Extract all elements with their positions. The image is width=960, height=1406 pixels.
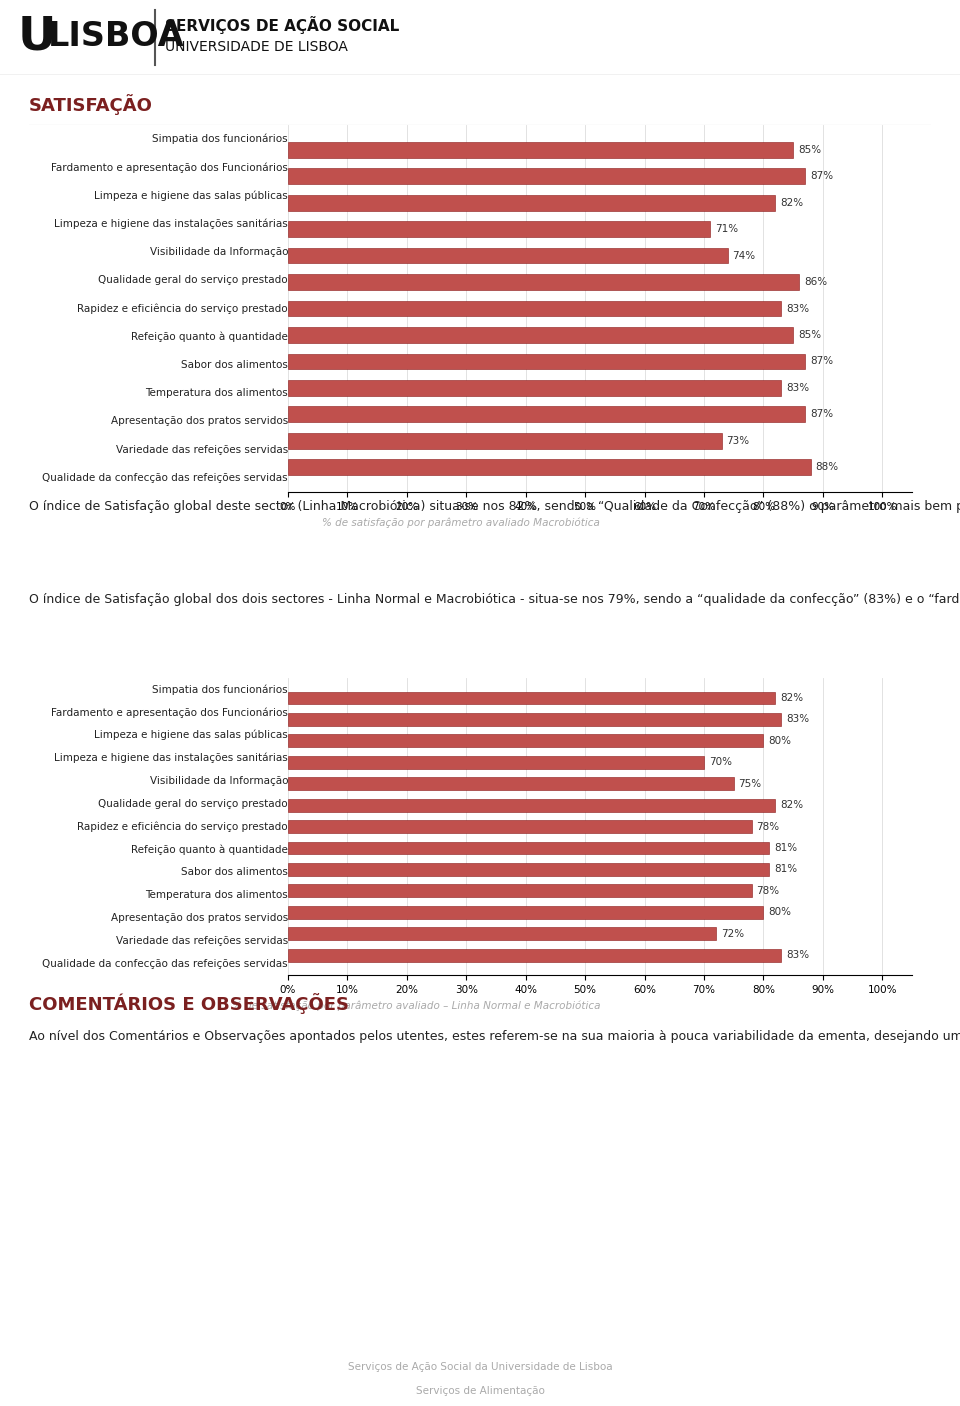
Text: SERVIÇOS DE AÇÃO SOCIAL: SERVIÇOS DE AÇÃO SOCIAL	[165, 15, 399, 34]
Bar	[288, 713, 781, 725]
Bar	[288, 927, 716, 941]
Bar	[288, 274, 799, 290]
Text: Sabor dos alimentos: Sabor dos alimentos	[181, 360, 288, 370]
Text: Limpeza e higiene das instalações sanitárias: Limpeza e higiene das instalações sanitá…	[55, 218, 288, 229]
Text: 81%: 81%	[774, 865, 797, 875]
Text: 83%: 83%	[786, 950, 809, 960]
Text: O índice de Satisfação global deste sector (Linha Macrobiótica) situa-se nos 82%: O índice de Satisfação global deste sect…	[29, 501, 960, 513]
Text: Ao nível dos Comentários e Observações apontados pelos utentes, estes referem-se: Ao nível dos Comentários e Observações a…	[29, 1031, 960, 1043]
Text: Temperatura dos alimentos: Temperatura dos alimentos	[145, 388, 288, 398]
Text: LISBOA: LISBOA	[48, 21, 184, 53]
Bar	[288, 820, 752, 832]
Bar	[288, 460, 811, 475]
Text: O índice de Satisfação global dos dois sectores - Linha Normal e Macrobiótica - : O índice de Satisfação global dos dois s…	[29, 593, 960, 606]
Bar	[288, 884, 752, 897]
Text: Limpeza e higiene das salas públicas: Limpeza e higiene das salas públicas	[94, 190, 288, 201]
Bar	[288, 778, 733, 790]
X-axis label: % de satisfação por parâmetro avaliado – Linha Normal e Macrobiótica: % de satisfação por parâmetro avaliado –…	[231, 1000, 600, 1011]
Text: 70%: 70%	[708, 758, 732, 768]
Bar	[288, 328, 793, 343]
Bar	[288, 799, 776, 811]
Bar	[288, 433, 722, 449]
Text: Refeição quanto à quantidade: Refeição quanto à quantidade	[132, 332, 288, 342]
Bar	[288, 905, 763, 918]
Text: Variedade das refeições servidas: Variedade das refeições servidas	[116, 936, 288, 946]
Bar	[288, 692, 776, 704]
Text: 72%: 72%	[721, 928, 744, 939]
Text: Simpatia dos funcionários: Simpatia dos funcionários	[153, 685, 288, 695]
X-axis label: % de satisfação por parâmetro avaliado Macrobiótica: % de satisfação por parâmetro avaliado M…	[323, 517, 600, 527]
Text: Qualidade da confecção das refeições servidas: Qualidade da confecção das refeições ser…	[42, 472, 288, 482]
Text: Qualidade geral do serviço prestado: Qualidade geral do serviço prestado	[98, 799, 288, 808]
Text: Limpeza e higiene das instalações sanitárias: Limpeza e higiene das instalações sanitá…	[55, 752, 288, 763]
Bar	[288, 842, 769, 855]
Text: Fardamento e apresentação dos Funcionários: Fardamento e apresentação dos Funcionári…	[51, 162, 288, 173]
Bar	[288, 734, 763, 747]
Text: 83%: 83%	[786, 714, 809, 724]
Text: 83%: 83%	[786, 304, 809, 314]
Bar	[288, 169, 805, 184]
Bar	[288, 301, 781, 316]
Bar	[288, 380, 781, 396]
Bar	[288, 863, 769, 876]
Text: 82%: 82%	[780, 693, 804, 703]
Text: 80%: 80%	[768, 907, 791, 917]
Text: Rapidez e eficiência do serviço prestado: Rapidez e eficiência do serviço prestado	[78, 821, 288, 832]
Text: 87%: 87%	[810, 357, 833, 367]
Text: Visibilidade da Informação: Visibilidade da Informação	[150, 247, 288, 257]
Text: 87%: 87%	[810, 409, 833, 419]
Text: Serviços de Alimentação: Serviços de Alimentação	[416, 1386, 544, 1396]
Text: Refeição quanto à quantidade: Refeição quanto à quantidade	[132, 844, 288, 855]
Text: 82%: 82%	[780, 198, 804, 208]
Text: Serviços de Ação Social da Universidade de Lisboa: Serviços de Ação Social da Universidade …	[348, 1362, 612, 1372]
Text: UNIVERSIDADE DE LISBOA: UNIVERSIDADE DE LISBOA	[165, 39, 348, 53]
Text: 83%: 83%	[786, 382, 809, 392]
Text: 78%: 78%	[756, 821, 780, 831]
Text: 88%: 88%	[816, 463, 839, 472]
Bar	[288, 194, 776, 211]
Text: U: U	[18, 14, 57, 59]
Bar	[288, 142, 793, 157]
Text: Limpeza e higiene das salas públicas: Limpeza e higiene das salas públicas	[94, 730, 288, 741]
Bar	[288, 406, 805, 422]
Text: 82%: 82%	[780, 800, 804, 810]
Text: Variedade das refeições servidas: Variedade das refeições servidas	[116, 444, 288, 454]
Bar	[288, 353, 805, 370]
Text: 86%: 86%	[804, 277, 827, 287]
Text: 85%: 85%	[798, 330, 821, 340]
Text: 75%: 75%	[738, 779, 761, 789]
Text: Apresentação dos pratos servidos: Apresentação dos pratos servidos	[110, 912, 288, 922]
Text: 74%: 74%	[732, 250, 756, 260]
Text: Simpatia dos funcionários: Simpatia dos funcionários	[153, 134, 288, 145]
Text: SATISFAÇÃO: SATISFAÇÃO	[29, 94, 153, 115]
Text: 73%: 73%	[727, 436, 750, 446]
Text: 78%: 78%	[756, 886, 780, 896]
Bar	[288, 756, 704, 769]
Text: Apresentação dos pratos servidos: Apresentação dos pratos servidos	[110, 416, 288, 426]
Text: Rapidez e eficiência do serviço prestado: Rapidez e eficiência do serviço prestado	[78, 304, 288, 314]
Text: COMENTÁRIOS E OBSERVAÇÕES: COMENTÁRIOS E OBSERVAÇÕES	[29, 994, 348, 1015]
Text: Temperatura dos alimentos: Temperatura dos alimentos	[145, 890, 288, 900]
Text: 85%: 85%	[798, 145, 821, 155]
Text: 71%: 71%	[714, 224, 738, 233]
Bar	[288, 949, 781, 962]
Text: Sabor dos alimentos: Sabor dos alimentos	[181, 868, 288, 877]
Bar	[288, 221, 710, 238]
Text: Qualidade da confecção das refeições servidas: Qualidade da confecção das refeições ser…	[42, 959, 288, 969]
Text: Visibilidade da Informação: Visibilidade da Informação	[150, 776, 288, 786]
Bar	[288, 247, 728, 263]
Text: 87%: 87%	[810, 172, 833, 181]
Text: 81%: 81%	[774, 844, 797, 853]
Text: Fardamento e apresentação dos Funcionários: Fardamento e apresentação dos Funcionári…	[51, 707, 288, 717]
Text: 80%: 80%	[768, 735, 791, 745]
Text: Qualidade geral do serviço prestado: Qualidade geral do serviço prestado	[98, 276, 288, 285]
